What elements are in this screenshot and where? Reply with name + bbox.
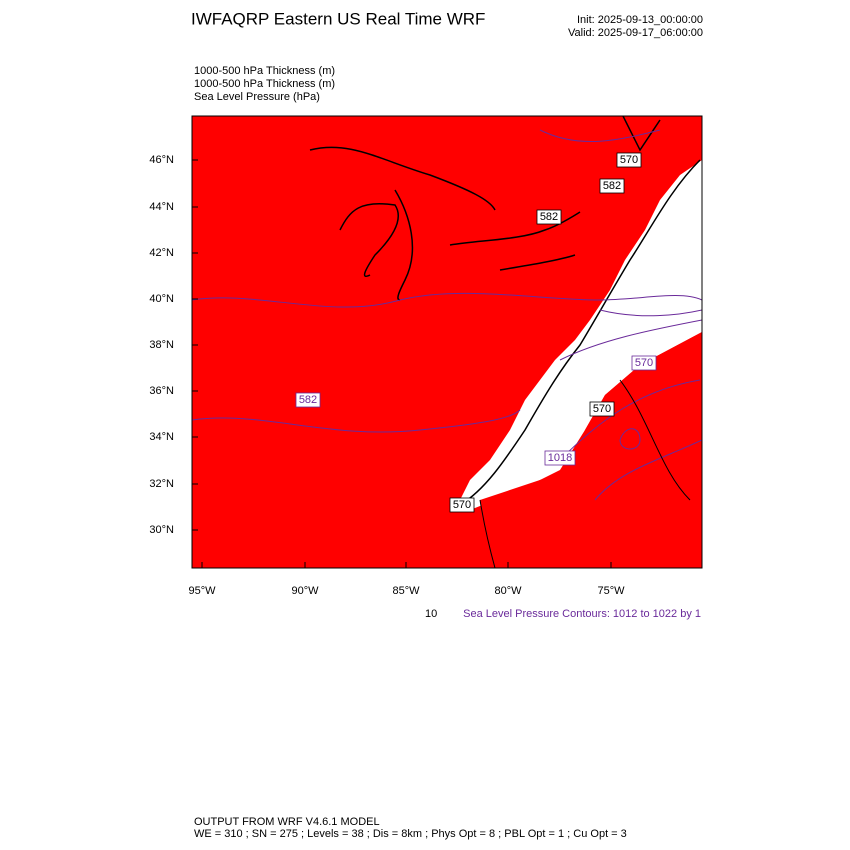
- lon-label: 90°W: [291, 585, 319, 597]
- contour-label-box: [599, 178, 625, 194]
- contour-info: Sea Level Pressure Contours: 1012 to 102…: [463, 608, 701, 620]
- lon-label: 85°W: [392, 585, 420, 597]
- contour-label-box: [544, 450, 576, 466]
- lat-label: 34°N: [149, 431, 174, 443]
- contour-label-box: [449, 497, 475, 513]
- footer-line: OUTPUT FROM WRF V4.6.1 MODEL: [194, 816, 380, 828]
- ocean-red: [480, 470, 600, 568]
- pressure-contour: [192, 129, 702, 501]
- lat-label: 38°N: [149, 339, 174, 351]
- contour-label: 570: [635, 357, 653, 369]
- contour-label-box: [616, 152, 642, 168]
- thickness-contour: [479, 379, 691, 568]
- footer-line: WE = 310 ; SN = 275 ; Levels = 38 ; Dis …: [194, 828, 627, 840]
- lon-label: 80°W: [494, 585, 522, 597]
- lat-label: 36°N: [149, 385, 174, 397]
- contour-label: 582: [540, 211, 558, 223]
- init-time: Init: 2025-09-13_00:00:00: [577, 14, 703, 26]
- ocean-red: [570, 332, 702, 568]
- lat-label: 40°N: [149, 293, 174, 305]
- contour-label: 570: [453, 499, 471, 511]
- contour-label-box: [536, 209, 562, 225]
- contour-label: 582: [603, 180, 621, 192]
- coastline: [309, 116, 701, 506]
- map-area: [192, 116, 702, 568]
- lon-label: 75°W: [597, 585, 625, 597]
- ocean-white: [460, 160, 702, 510]
- contour-label-box: [295, 392, 321, 408]
- lon-label: 95°W: [188, 585, 216, 597]
- field-label: 1000-500 hPa Thickness (m): [194, 65, 335, 77]
- map-frame: [191, 115, 703, 569]
- contour-label-box: [589, 401, 615, 417]
- contour-label: 582: [299, 394, 317, 406]
- lat-label: 30°N: [149, 524, 174, 536]
- contour-label: 570: [620, 154, 638, 166]
- contour-label: 570: [593, 403, 611, 415]
- field-label: Sea Level Pressure (hPa): [194, 91, 320, 103]
- contour-label: 1018: [548, 452, 572, 464]
- contour-label-box: [631, 355, 657, 371]
- field-label: 1000-500 hPa Thickness (m): [194, 78, 335, 90]
- lat-label: 46°N: [149, 154, 174, 166]
- lat-label: 42°N: [149, 247, 174, 259]
- lat-label: 32°N: [149, 478, 174, 490]
- contour-fragment: 10: [425, 608, 437, 620]
- title: IWFAQRP Eastern US Real Time WRF: [191, 9, 485, 28]
- lat-label: 44°N: [149, 201, 174, 213]
- valid-time: Valid: 2025-09-17_06:00:00: [568, 27, 703, 39]
